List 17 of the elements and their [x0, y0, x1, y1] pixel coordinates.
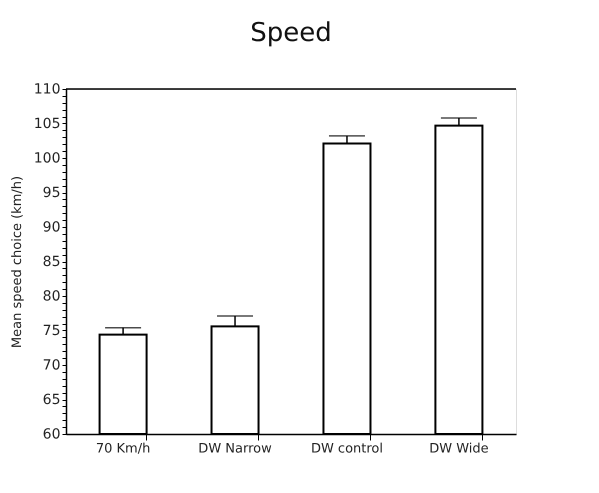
y-tick-label: 70 — [42, 358, 60, 374]
chart-title: Speed — [250, 18, 332, 48]
y-tick-label: 95 — [42, 185, 60, 201]
x-tick-label: DW Narrow — [198, 442, 272, 456]
y-tick-label: 105 — [34, 116, 60, 132]
y-tick-label: 65 — [42, 392, 60, 408]
y-tick-label: 75 — [42, 323, 60, 339]
x-tick-label: DW Wide — [429, 442, 489, 456]
y-tick-label: 110 — [34, 82, 60, 98]
y-tick-label: 90 — [42, 220, 60, 236]
y-tick-label: 85 — [42, 254, 60, 270]
y-tick-label: 100 — [34, 150, 60, 166]
x-tick-label: 70 Km/h — [96, 442, 150, 456]
y-axis-title: Mean speed choice (km/h) — [10, 176, 25, 348]
y-tick-label: 60 — [42, 426, 60, 442]
y-tick-label: 80 — [42, 288, 60, 304]
x-tick-label: DW control — [310, 442, 383, 456]
